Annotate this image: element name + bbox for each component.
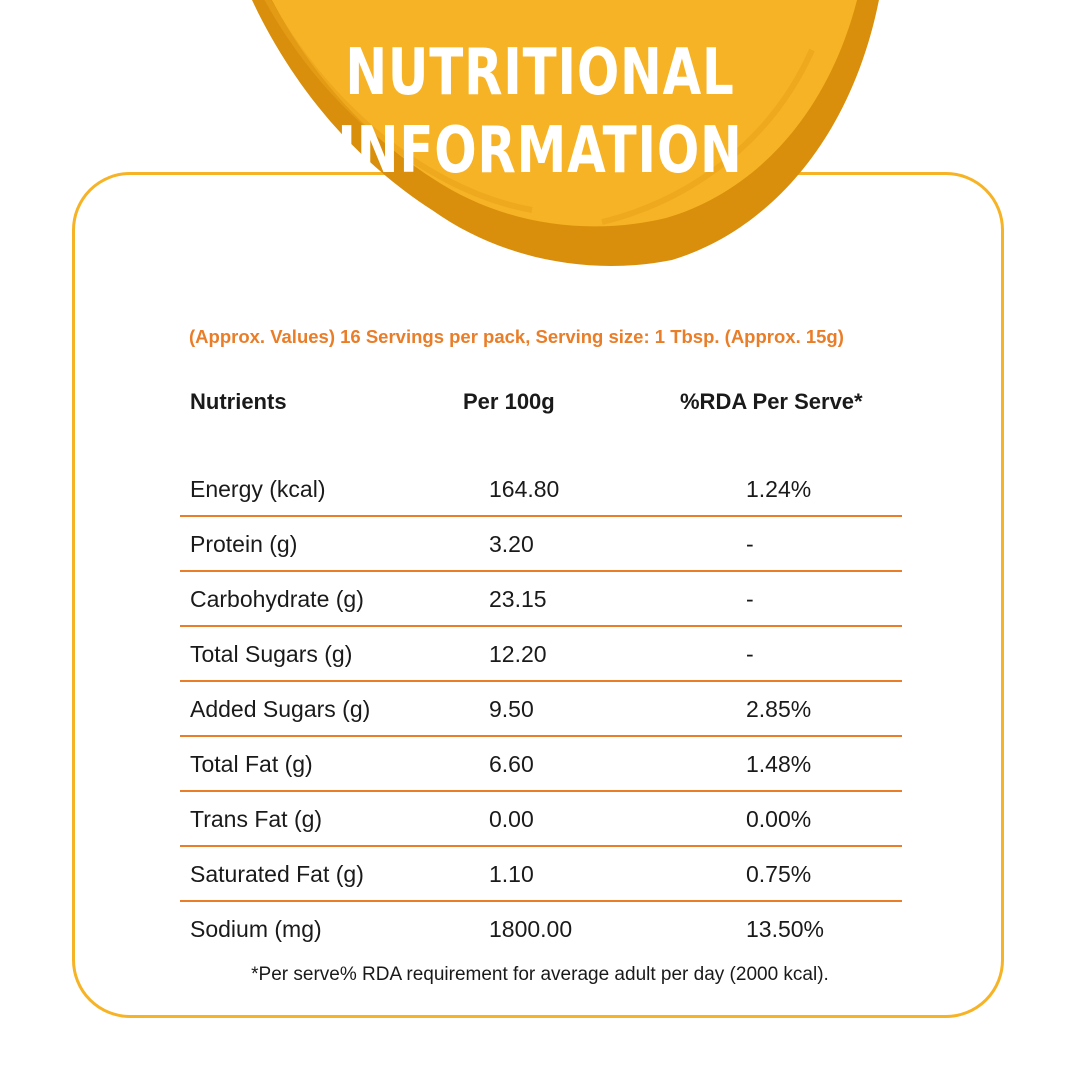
table-row: Total Fat (g) 6.60 1.48%	[0, 737, 1080, 792]
rda-footnote: *Per serve% RDA requirement for average …	[251, 964, 829, 985]
row-divider	[180, 900, 902, 902]
rda-value: -	[746, 586, 754, 612]
row-divider	[180, 625, 902, 627]
nutrient-name: Added Sugars (g)	[190, 696, 371, 722]
rda-value: -	[746, 531, 754, 557]
rda-value: 1.24%	[746, 476, 812, 502]
row-divider	[180, 845, 902, 847]
row-divider	[180, 790, 902, 792]
per-100g-value: 0.00	[489, 806, 534, 832]
header-rda-per-serve: %RDA Per Serve*	[680, 389, 863, 414]
nutrient-name: Total Fat (g)	[190, 751, 313, 777]
rda-value: 0.00%	[746, 806, 812, 832]
row-divider	[180, 735, 902, 737]
rda-value: -	[746, 641, 754, 667]
nutrient-name: Energy (kcal)	[190, 476, 326, 502]
nutrient-name: Sodium (mg)	[190, 916, 322, 942]
nutrient-name: Trans Fat (g)	[190, 806, 323, 832]
table-row: Energy (kcal) 164.80 1.24%	[0, 462, 1080, 517]
header-per-100g: Per 100g	[463, 389, 555, 414]
per-100g-value: 9.50	[489, 696, 534, 722]
table-row: Carbohydrate (g) 23.15 -	[0, 572, 1080, 627]
per-100g-value: 1.10	[489, 861, 534, 887]
nutrition-table: Energy (kcal) 164.80 1.24% Protein (g) 3…	[0, 462, 1080, 957]
rda-value: 13.50%	[746, 916, 825, 942]
row-divider	[180, 515, 902, 517]
nutrient-name: Saturated Fat (g)	[190, 861, 364, 887]
page-title-line-2: INFORMATION	[337, 114, 743, 188]
rda-value: 1.48%	[746, 751, 812, 777]
rda-value: 2.85%	[746, 696, 812, 722]
nutrient-name: Total Sugars (g)	[190, 641, 353, 667]
table-row: Trans Fat (g) 0.00 0.00%	[0, 792, 1080, 847]
row-divider	[180, 680, 902, 682]
serving-info: (Approx. Values) 16 Servings per pack, S…	[189, 326, 844, 347]
sun-blob-decoration	[252, 0, 879, 266]
nutrition-card	[72, 172, 1004, 1018]
table-row: Sodium (mg) 1800.00 13.50%	[0, 902, 1080, 957]
per-100g-value: 6.60	[489, 751, 534, 777]
per-100g-value: 12.20	[489, 641, 547, 667]
row-divider	[180, 570, 902, 572]
table-row: Saturated Fat (g) 1.10 0.75%	[0, 847, 1080, 902]
table-row: Total Sugars (g) 12.20 -	[0, 627, 1080, 682]
header-nutrients: Nutrients	[190, 389, 287, 414]
per-100g-value: 23.15	[489, 586, 547, 612]
nutrient-name: Protein (g)	[190, 531, 298, 557]
table-row: Added Sugars (g) 9.50 2.85%	[0, 682, 1080, 737]
table-header: Nutrients Per 100g %RDA Per Serve*	[0, 389, 1080, 419]
table-row: Protein (g) 3.20 -	[0, 517, 1080, 572]
per-100g-value: 1800.00	[489, 916, 573, 942]
nutrient-name: Carbohydrate (g)	[190, 586, 364, 612]
per-100g-value: 3.20	[489, 531, 534, 557]
page-title: NUTRITIONAL INFORMATION	[306, 34, 774, 190]
page-title-line-1: NUTRITIONAL	[345, 36, 735, 110]
rda-value: 0.75%	[746, 861, 812, 887]
per-100g-value: 164.80	[489, 476, 560, 502]
